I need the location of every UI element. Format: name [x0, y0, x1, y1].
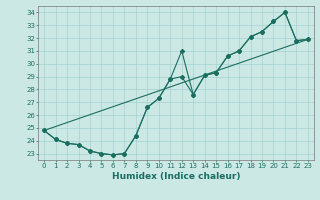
X-axis label: Humidex (Indice chaleur): Humidex (Indice chaleur)	[112, 172, 240, 181]
